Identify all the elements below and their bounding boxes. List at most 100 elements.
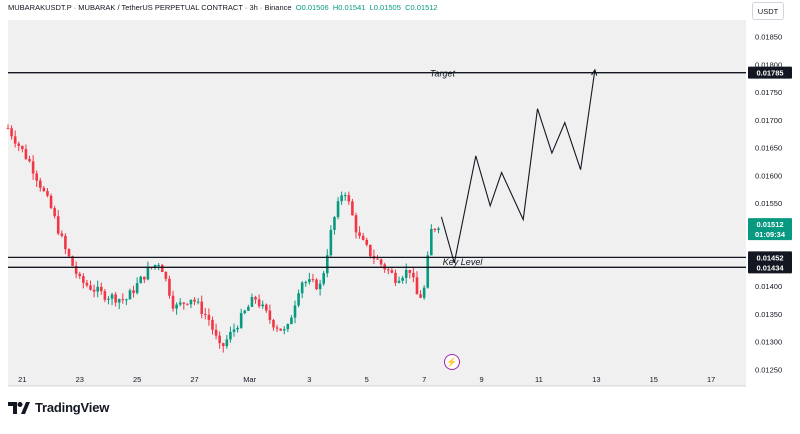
- candle-body: [35, 173, 38, 181]
- candle-body: [110, 294, 114, 299]
- candle-body: [53, 208, 56, 217]
- candle-body: [178, 302, 182, 305]
- candle-body: [408, 269, 412, 273]
- currency-button[interactable]: USDT: [752, 2, 784, 20]
- candle-body: [214, 329, 218, 336]
- projection-arrowhead: [591, 68, 598, 76]
- candle-body: [329, 229, 333, 256]
- candle-body: [38, 180, 42, 188]
- symbol-header: MUBARAKUSDT.P · MUBARAK / TetherUS PERPE…: [8, 3, 438, 12]
- candle-body: [153, 264, 157, 268]
- key-lower-price-label-text: 0.01434: [756, 263, 784, 272]
- candle-body: [437, 228, 440, 230]
- tradingview-logo-icon: [8, 401, 30, 414]
- candle-body: [82, 276, 85, 283]
- candle-body: [60, 233, 64, 236]
- high-value: 0.01541: [338, 3, 366, 12]
- lightning-bolt-icon[interactable]: ⚡: [444, 354, 460, 370]
- candle-body: [64, 235, 67, 250]
- candles-group: [6, 124, 440, 353]
- target-price-label-box: [748, 66, 792, 79]
- candle-body: [196, 301, 200, 303]
- time-tick-label: 15: [650, 375, 658, 384]
- candle-body: [186, 303, 189, 305]
- candle-body: [13, 136, 17, 144]
- candle-body: [114, 294, 117, 303]
- candle-body: [236, 327, 239, 330]
- candle-body: [24, 149, 28, 159]
- price-tick-label: 0.01600: [755, 171, 782, 180]
- candle-body: [340, 195, 343, 202]
- candle-body: [143, 276, 146, 280]
- time-tick-label: 9: [479, 375, 483, 384]
- candle-body: [412, 272, 415, 278]
- candle-body: [78, 273, 82, 277]
- candle-body: [96, 286, 99, 292]
- close-label: C: [405, 3, 411, 12]
- candle-body: [157, 264, 160, 266]
- price-tick-label: 0.01700: [755, 116, 782, 125]
- candle-body: [204, 314, 207, 316]
- candle-body: [6, 128, 10, 130]
- candle-body: [376, 258, 379, 260]
- plot-background: [8, 20, 746, 386]
- candle-body: [343, 195, 347, 197]
- candle-body: [218, 335, 221, 344]
- time-tick-label: 27: [190, 375, 198, 384]
- time-tick-label: 7: [422, 375, 426, 384]
- price-tick-label: 0.01350: [755, 310, 782, 319]
- time-tick-label: 5: [365, 375, 369, 384]
- candle-body: [49, 195, 53, 209]
- price-tick-label: 0.01850: [755, 33, 782, 42]
- candle-body: [74, 265, 78, 274]
- candle-body: [250, 297, 254, 307]
- time-tick-label: 21: [18, 375, 26, 384]
- candle-body: [282, 329, 286, 331]
- candle-body: [175, 304, 178, 309]
- candle-body: [426, 255, 430, 288]
- candle-body: [286, 324, 290, 330]
- candle-body: [239, 313, 243, 328]
- candle-body: [56, 216, 60, 234]
- tradingview-brand[interactable]: TradingView: [8, 400, 109, 415]
- time-tick-label: 13: [592, 375, 600, 384]
- candle-body: [390, 270, 394, 273]
- candle-body: [361, 235, 365, 240]
- candle-body: [28, 158, 31, 162]
- candle-body: [132, 290, 135, 294]
- candle-body: [85, 282, 89, 286]
- annotation-label: Target: [430, 69, 456, 79]
- candle-body: [422, 287, 426, 298]
- levels-group: [8, 72, 746, 268]
- candle-body: [394, 272, 397, 283]
- candle-body: [358, 232, 361, 236]
- candle-body: [379, 259, 383, 265]
- candle-body: [31, 161, 35, 174]
- candle-body: [42, 187, 46, 191]
- key-lower-price-label-box: [748, 261, 792, 274]
- candle-body: [419, 294, 422, 298]
- candle-body: [304, 282, 308, 284]
- candle-body: [168, 278, 171, 296]
- candle-body: [325, 255, 329, 274]
- price-axis: 0.01850 0.01800 0.01750 0.01700 0.01650 0.016…: [755, 33, 782, 375]
- annotations-group: Target Key Level: [430, 69, 483, 268]
- time-tick-label: 25: [133, 375, 141, 384]
- candle-body: [272, 319, 275, 328]
- candle-body: [333, 217, 336, 230]
- candle-body: [268, 310, 272, 320]
- price-tick-label: 0.01800: [755, 60, 782, 69]
- candle-body: [401, 277, 404, 281]
- candle-body: [265, 304, 268, 311]
- candle-body: [293, 305, 297, 318]
- target-price-label-text: 0.01785: [756, 69, 783, 78]
- candle-body: [347, 195, 351, 202]
- candle-body: [207, 314, 211, 320]
- candle-body: [351, 201, 354, 216]
- candle-body: [247, 306, 250, 311]
- candle-body: [211, 319, 214, 330]
- candle-body: [128, 290, 132, 300]
- candle-body: [369, 244, 372, 257]
